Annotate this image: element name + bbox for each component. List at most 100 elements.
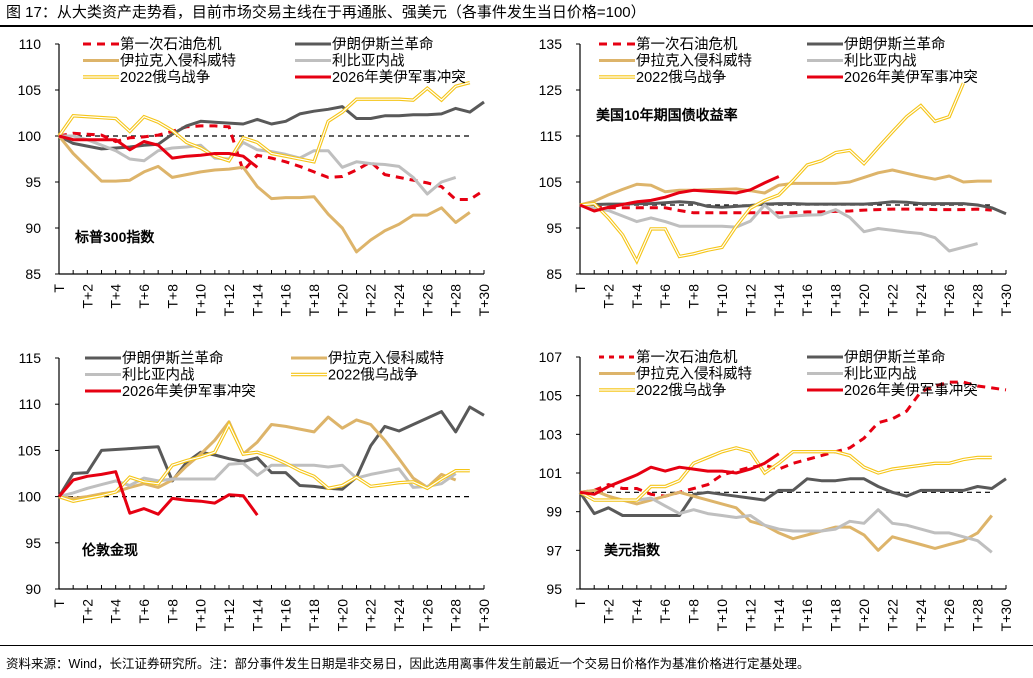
- source-note: 资料来源：Wind，长江证券研究所。注：部分事件发生日期是非交易日，因此选用离事…: [6, 657, 810, 671]
- legend-item: 伊朗伊斯兰革命: [807, 35, 946, 53]
- y-tick-label: 103: [539, 426, 563, 442]
- series-利比亚内战: [579, 490, 993, 554]
- series-2026年美伊军事冲突: [58, 134, 259, 169]
- series-利比亚内战: [59, 134, 457, 196]
- series-group: [579, 82, 1007, 265]
- panel-title: 伦敦金现: [82, 542, 138, 558]
- x-tick-label: T+2: [600, 599, 616, 624]
- y-tick-label: 110: [19, 396, 42, 412]
- legend-label: 第一次石油危机: [120, 35, 222, 53]
- legend-label: 第一次石油危机: [636, 348, 738, 366]
- series-伊朗伊斯兰革命: [579, 200, 1007, 216]
- series-第一次石油危机: [58, 124, 485, 201]
- x-tick-label: T+20: [856, 599, 872, 632]
- series-line: [58, 124, 485, 201]
- x-tick-label: T: [51, 284, 67, 293]
- series-2026年美伊军事冲突: [57, 470, 259, 516]
- legend-item: 2022俄乌战争: [599, 68, 726, 86]
- series-line: [579, 452, 780, 496]
- x-tick-label: T+22: [363, 599, 379, 632]
- series-2022俄乌战争: [57, 80, 471, 164]
- legend-item: 2022俄乌战争: [599, 381, 726, 399]
- series-line-inner: [58, 423, 470, 502]
- legend-item: 2026年美伊军事冲突: [807, 382, 978, 399]
- x-tick-label: T+20: [856, 284, 872, 317]
- legend-label: 2026年美伊军事冲突: [332, 69, 466, 86]
- x-tick-label: T+28: [970, 599, 986, 632]
- x-tick-label: T+8: [686, 284, 702, 309]
- legend-label: 伊朗伊斯兰革命: [122, 349, 224, 367]
- legend-label: 2022俄乌战争: [328, 366, 418, 384]
- chart-sp-index: 85 90 95 100 105 110 T T+2 T+4 T+6 T+8 T+10 T+12 T+14…: [18, 35, 492, 317]
- legend-label: 利比亚内战: [844, 53, 917, 70]
- legend-label: 利比亚内战: [122, 367, 195, 384]
- y-axis: 95 97 99 101 103 105 107: [539, 349, 581, 597]
- y-tick-label: 105: [18, 82, 42, 98]
- legend-item: 利比亚内战: [295, 53, 405, 70]
- x-tick-label: T+6: [657, 284, 673, 309]
- legend-label: 伊朗伊斯兰革命: [844, 348, 946, 366]
- series-利比亚内战: [579, 203, 978, 253]
- legend-label: 2022俄乌战争: [636, 381, 726, 399]
- series-line: [57, 405, 485, 498]
- series-2022俄乌战争: [579, 446, 992, 502]
- legend-label: 利比亚内战: [844, 366, 917, 383]
- series-line-inner: [58, 82, 470, 163]
- series-line: [579, 203, 992, 215]
- y-tick-label: 95: [25, 535, 41, 551]
- y-tick-label: 90: [25, 220, 41, 236]
- y-axis: 85 95 105 115 125 135: [539, 36, 581, 282]
- legend-label: 伊拉克入侵科威特: [328, 350, 444, 367]
- legend-item: 伊朗伊斯兰革命: [295, 35, 434, 53]
- series-2022俄乌战争: [58, 420, 470, 503]
- x-tick-label: T+10: [714, 599, 730, 632]
- series-伊朗伊斯兰革命: [57, 405, 485, 498]
- x-axis: T T+2 T+4 T+6 T+8 T+10 T+12 T+14 T+16 T+18 T+20 T+2…: [51, 585, 492, 631]
- x-tick-label: T+16: [278, 599, 294, 632]
- x-tick-label: T+6: [136, 284, 152, 309]
- series-伊朗伊斯兰革命: [578, 477, 1007, 517]
- legend-item: 第一次石油危机: [599, 348, 738, 366]
- series-第一次石油危机: [579, 380, 1007, 498]
- x-tick-label: T+6: [136, 599, 152, 624]
- legend-label: 2026年美伊军事冲突: [844, 69, 978, 86]
- source-rule: [0, 645, 1033, 646]
- y-tick-label: 85: [25, 266, 41, 282]
- x-axis: T T+2 T+4 T+6 T+8 T+10 T+12 T+14 T+16 T+18 T+20 T+2…: [572, 270, 1014, 316]
- x-tick-label: T+8: [164, 284, 180, 309]
- chart-us10y-yield: 85 95 105 115 125 135 T T+2 T+4 T+6 T+8 T+10 T+12 T+1…: [539, 35, 1014, 316]
- legend-item: 2026年美伊军事冲突: [85, 383, 256, 400]
- legend-label: 2022俄乌战争: [120, 68, 210, 86]
- legend-label: 伊朗伊斯兰革命: [332, 35, 434, 53]
- y-tick-label: 115: [540, 128, 563, 144]
- series-line: [579, 175, 780, 213]
- series-line: [579, 203, 978, 253]
- x-tick-label: T+8: [164, 599, 180, 624]
- legend-label: 2022俄乌战争: [636, 68, 726, 86]
- x-tick-label: T+12: [742, 284, 758, 317]
- series-line: [58, 100, 485, 151]
- x-tick-label: T+2: [79, 284, 95, 309]
- legend-item: 利比亚内战: [85, 367, 195, 384]
- legend-item: 伊朗伊斯兰革命: [85, 349, 224, 367]
- y-tick-label: 85: [546, 266, 562, 282]
- legend-item: 第一次石油危机: [599, 35, 738, 53]
- y-tick-label: 100: [18, 128, 42, 144]
- y-tick-label: 97: [546, 542, 562, 558]
- x-tick-label: T+24: [391, 284, 407, 317]
- x-tick-label: T+22: [884, 599, 900, 632]
- legend-item: 伊拉克入侵科威特: [599, 53, 752, 70]
- y-tick-label: 90: [25, 581, 41, 597]
- x-tick-label: T+18: [306, 284, 322, 317]
- series-第一次石油危机: [579, 203, 992, 215]
- x-tick-label: T+22: [884, 284, 900, 317]
- legend-label: 第一次石油危机: [636, 35, 738, 53]
- x-tick-label: T+30: [998, 284, 1014, 317]
- y-axis: 90 95 100 105 110 115: [18, 350, 60, 597]
- series-line: [579, 488, 993, 552]
- series-line-outer: [579, 446, 992, 502]
- y-tick-label: 100: [18, 489, 42, 505]
- x-tick-label: T+30: [476, 284, 492, 317]
